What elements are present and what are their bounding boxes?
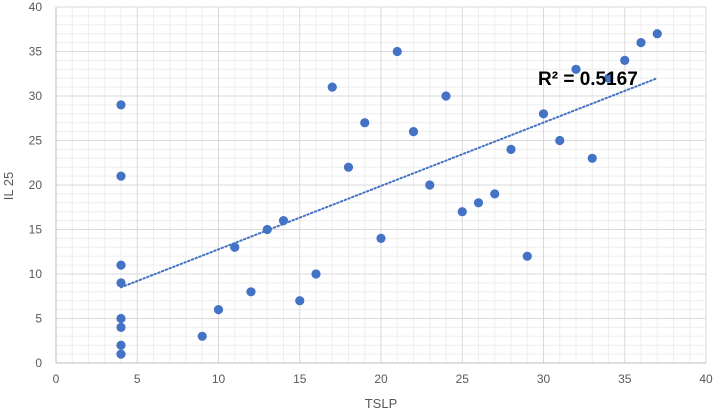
x-tick-label: 40 bbox=[699, 372, 713, 386]
x-tick-labels: 0 5 10 15 20 25 30 35 40 bbox=[53, 372, 713, 386]
y-axis-title: IL 25 bbox=[1, 172, 16, 200]
y-tick-label: 15 bbox=[29, 223, 43, 237]
x-tick-label: 0 bbox=[53, 372, 60, 386]
axes bbox=[55, 7, 706, 364]
y-tick-labels: 0 5 10 15 20 25 30 35 40 bbox=[29, 0, 43, 370]
y-tick-label: 0 bbox=[35, 356, 42, 370]
y-tick-label: 35 bbox=[29, 45, 43, 59]
y-tick-label: 30 bbox=[29, 89, 43, 103]
data-point bbox=[116, 322, 126, 332]
data-point bbox=[571, 64, 581, 74]
data-point bbox=[392, 46, 402, 57]
data-point bbox=[587, 153, 597, 163]
data-point bbox=[506, 144, 516, 154]
data-point bbox=[262, 224, 272, 235]
x-tick-label: 10 bbox=[212, 372, 226, 386]
x-tick-label: 30 bbox=[537, 372, 551, 386]
x-tick-label: 20 bbox=[374, 372, 388, 386]
data-point bbox=[343, 162, 354, 172]
data-point bbox=[197, 331, 207, 341]
data-point bbox=[425, 180, 435, 190]
x-tick-label: 15 bbox=[293, 372, 307, 386]
data-point bbox=[213, 305, 224, 315]
x-axis-title: TSLP bbox=[365, 396, 398, 411]
y-tick-label: 5 bbox=[35, 312, 42, 326]
data-point bbox=[538, 109, 549, 119]
data-points bbox=[116, 29, 662, 359]
y-tick-label: 40 bbox=[29, 0, 43, 14]
trendline-layer bbox=[120, 77, 659, 289]
data-point bbox=[295, 296, 305, 306]
data-point bbox=[555, 135, 565, 146]
data-point bbox=[457, 207, 467, 217]
data-point bbox=[327, 82, 337, 92]
data-point bbox=[116, 349, 126, 359]
data-point bbox=[116, 260, 126, 270]
trendline bbox=[120, 77, 659, 289]
data-point bbox=[441, 91, 451, 101]
y-tick-label: 25 bbox=[29, 134, 43, 148]
data-point bbox=[311, 269, 321, 279]
data-point bbox=[360, 118, 370, 128]
x-tick-label: 25 bbox=[456, 372, 470, 386]
data-point bbox=[246, 287, 256, 297]
data-point bbox=[116, 313, 126, 324]
data-point bbox=[116, 278, 126, 288]
data-point bbox=[636, 38, 646, 48]
data-point bbox=[376, 233, 386, 243]
data-point bbox=[116, 100, 126, 110]
data-point bbox=[116, 340, 126, 350]
data-point bbox=[652, 29, 662, 39]
x-tick-label: 5 bbox=[134, 372, 141, 386]
y-tick-label: 20 bbox=[29, 178, 43, 192]
data-point bbox=[490, 189, 500, 199]
data-point bbox=[522, 251, 532, 261]
data-point bbox=[603, 73, 614, 83]
y-tick-label: 10 bbox=[29, 267, 43, 281]
data-point bbox=[408, 127, 419, 137]
data-point bbox=[620, 55, 630, 65]
x-tick-label: 35 bbox=[618, 372, 632, 386]
r-squared-annotation: R² = 0.5167 bbox=[538, 69, 638, 90]
data-point bbox=[473, 198, 484, 208]
data-point bbox=[278, 216, 289, 226]
data-point bbox=[230, 242, 240, 252]
data-point bbox=[116, 171, 126, 181]
